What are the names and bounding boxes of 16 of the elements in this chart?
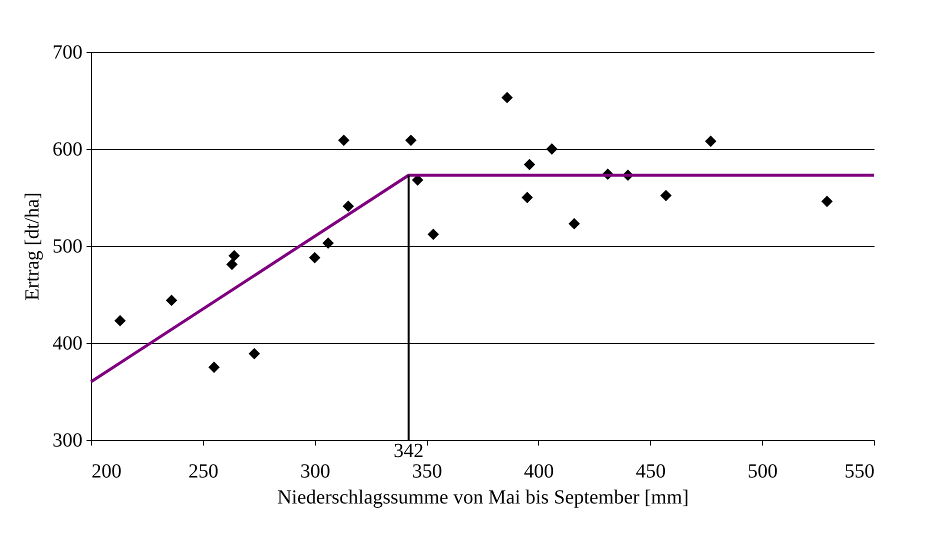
y-tick-label: 300 bbox=[52, 430, 82, 452]
x-tick-label: 250 bbox=[188, 460, 218, 482]
y-tick-label: 600 bbox=[52, 138, 82, 160]
x-tick-label: 550 bbox=[844, 460, 874, 482]
x-tick-label: 300 bbox=[300, 460, 330, 482]
y-axis-title: Ertrag [dt/ha] bbox=[22, 192, 44, 301]
x-tick-label: 400 bbox=[524, 460, 554, 482]
x-tick-label: 350 bbox=[412, 460, 442, 482]
y-tick-label: 500 bbox=[52, 236, 82, 258]
annotation: 342 bbox=[394, 440, 424, 462]
x-tick-label: 450 bbox=[636, 460, 666, 482]
x-axis-title: Niederschlagssumme von Mai bis September [mm] bbox=[277, 486, 689, 508]
y-tick-label: 400 bbox=[52, 332, 82, 354]
y-tick-label: 700 bbox=[52, 42, 82, 64]
x-tick-label: 200 bbox=[92, 460, 122, 482]
x-tick-label: 500 bbox=[748, 460, 778, 482]
